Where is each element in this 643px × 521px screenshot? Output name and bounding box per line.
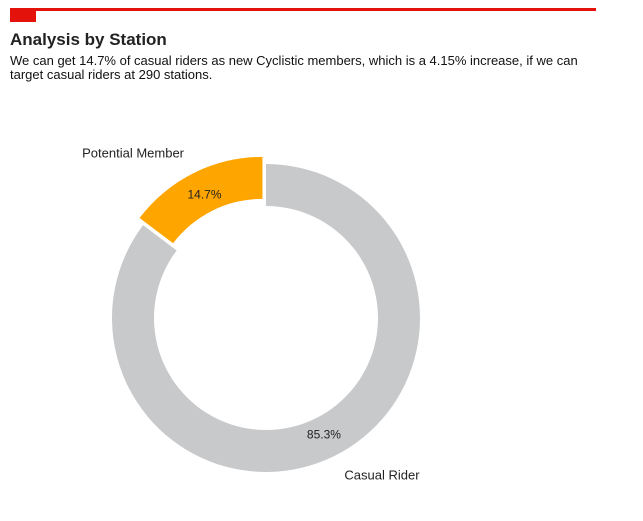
page-title: Analysis by Station xyxy=(10,30,167,49)
header-rule xyxy=(10,8,596,11)
donut-slice-group-1: 85.3% Casual Rider xyxy=(111,164,420,483)
page-subtitle: We can get 14.7% of casual riders as new… xyxy=(10,53,578,82)
slice-value-label: 85.3% xyxy=(307,427,341,441)
slice-value-label: 14.7% xyxy=(187,187,221,201)
donut-slice-potential-member xyxy=(139,156,263,244)
slice-category-label: Potential Member xyxy=(82,145,185,160)
donut-slice-group-0: 14.7% Potential Member xyxy=(82,145,263,244)
header-accent-block xyxy=(10,8,36,22)
slice-category-label: Casual Rider xyxy=(344,468,420,483)
